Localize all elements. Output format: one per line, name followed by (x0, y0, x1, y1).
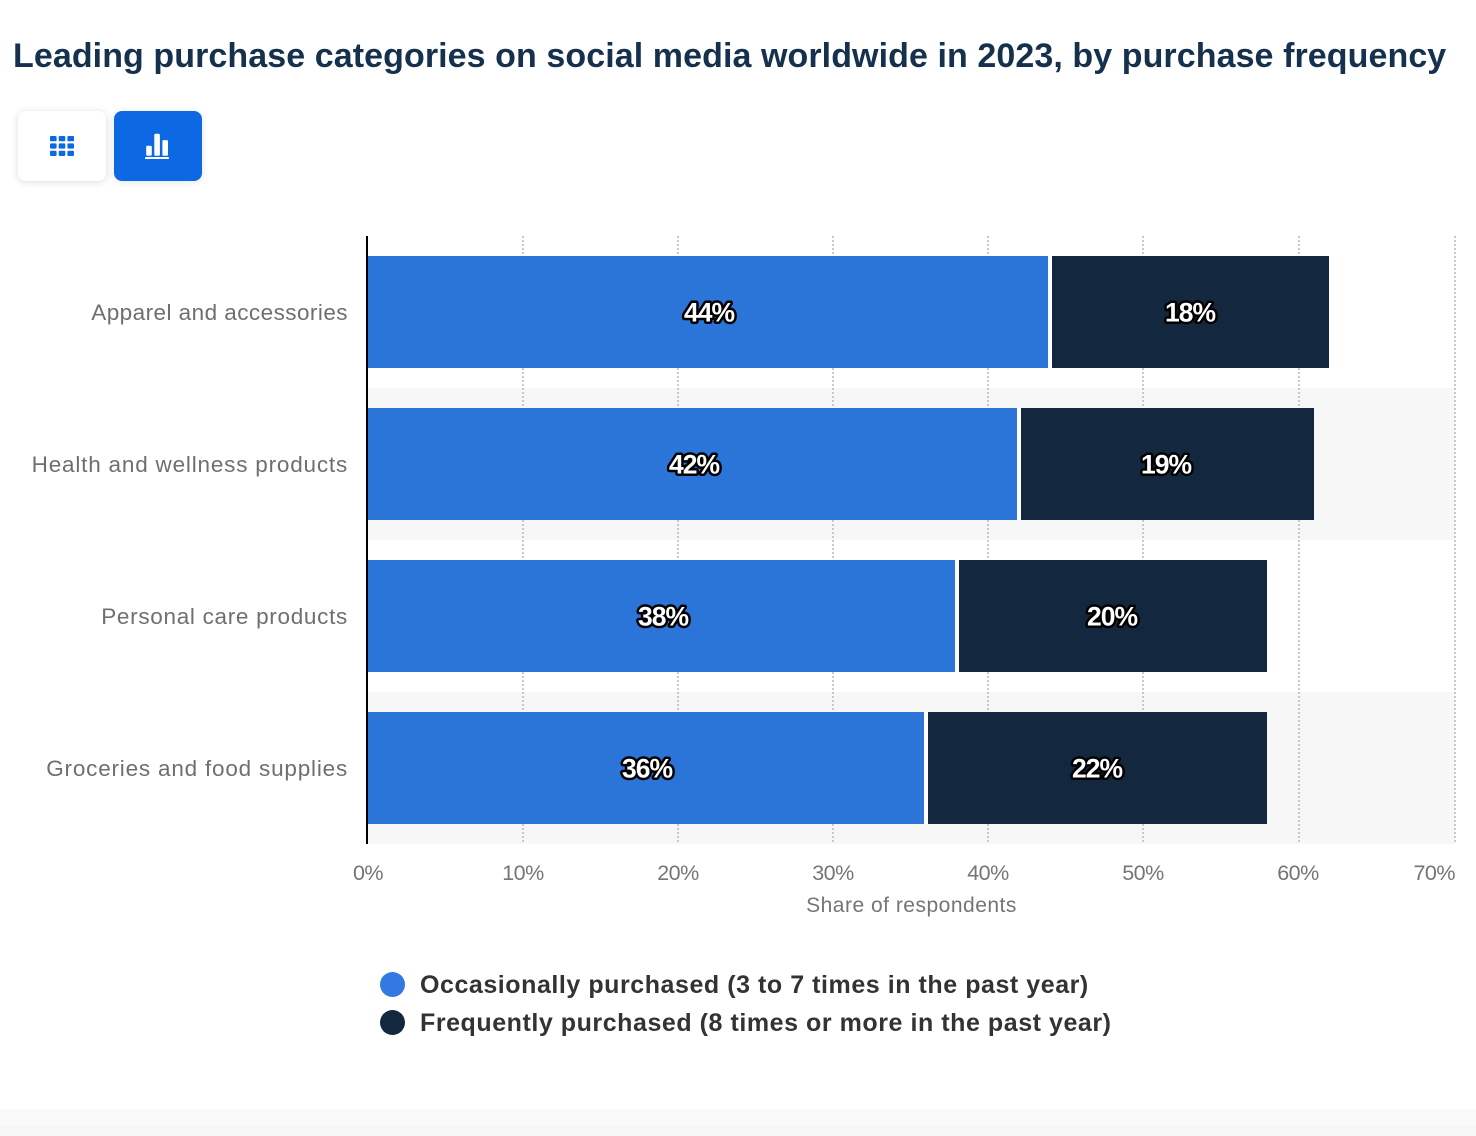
svg-text:18%: 18% (1165, 298, 1215, 328)
svg-text:38%: 38% (638, 602, 688, 632)
svg-text:20%: 20% (1087, 602, 1137, 632)
svg-text:22%: 22% (1072, 754, 1122, 784)
svg-text:36%: 36% (622, 754, 672, 784)
svg-text:44%: 44% (684, 298, 734, 328)
svg-text:42%: 42% (669, 450, 719, 480)
svg-text:19%: 19% (1141, 450, 1191, 480)
